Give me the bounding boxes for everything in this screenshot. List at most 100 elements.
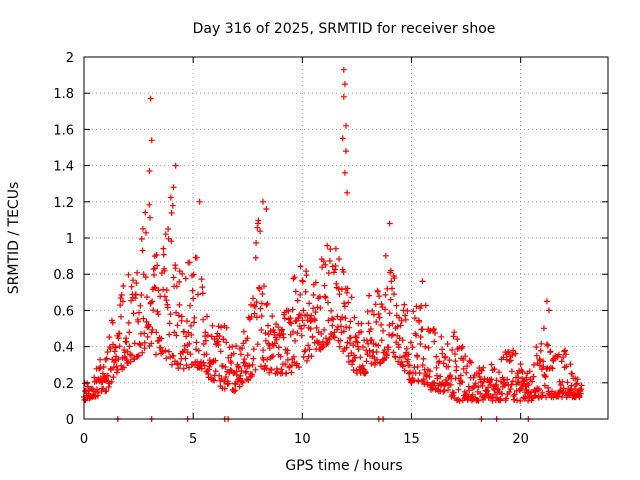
- data-point: [343, 344, 350, 351]
- data-point: [405, 351, 412, 358]
- data-point: [480, 364, 487, 371]
- data-point: [573, 381, 579, 388]
- data-point: [338, 323, 344, 330]
- data-point: [330, 269, 337, 276]
- data-point: [472, 380, 479, 387]
- data-point: [462, 353, 469, 360]
- data-point: [244, 335, 251, 342]
- data-point: [373, 319, 380, 325]
- data-point: [422, 302, 429, 309]
- data-point: [153, 329, 160, 336]
- data-point: [523, 374, 530, 381]
- data-point: [292, 288, 299, 295]
- data-point: [275, 324, 282, 331]
- data-point: [386, 220, 393, 227]
- data-point: [359, 362, 366, 369]
- data-point: [182, 355, 189, 362]
- y-tick-label: 2: [66, 51, 74, 66]
- data-point: [176, 278, 183, 285]
- data-point: [251, 302, 258, 309]
- data-point: [531, 361, 537, 368]
- data-point: [139, 349, 146, 356]
- data-point: [236, 383, 243, 390]
- data-point: [325, 317, 332, 324]
- data-point: [445, 363, 452, 370]
- data-point: [358, 328, 364, 335]
- data-point: [569, 370, 576, 377]
- data-point: [507, 357, 514, 364]
- data-point: [168, 210, 175, 216]
- data-point: [148, 340, 155, 347]
- y-tick-label: 1.6: [53, 123, 74, 138]
- data-point: [567, 361, 574, 368]
- data-point: [510, 347, 517, 354]
- data-point: [535, 394, 542, 401]
- data-point: [216, 333, 223, 339]
- data-point: [544, 342, 551, 349]
- data-point: [296, 364, 302, 371]
- data-point: [394, 323, 401, 330]
- data-point: [297, 291, 304, 298]
- data-point: [387, 267, 394, 274]
- data-point: [189, 287, 196, 294]
- data-point: [519, 368, 526, 375]
- data-point: [393, 302, 400, 309]
- data-point: [202, 337, 209, 344]
- data-point: [134, 269, 141, 276]
- y-tick-label: 0.8: [53, 268, 74, 283]
- data-point: [346, 324, 353, 331]
- data-point: [417, 334, 424, 340]
- data-point: [328, 307, 335, 314]
- data-point: [104, 349, 111, 355]
- data-point: [255, 217, 262, 224]
- data-point: [263, 301, 270, 308]
- data-point: [318, 331, 325, 337]
- data-point: [253, 239, 260, 246]
- data-point: [282, 361, 289, 368]
- data-point: [340, 66, 347, 73]
- data-point: [453, 363, 460, 370]
- data-point: [176, 301, 183, 308]
- data-point: [431, 380, 438, 387]
- data-point: [275, 344, 282, 351]
- data-point: [201, 362, 208, 369]
- data-points: [80, 66, 585, 422]
- data-point: [130, 277, 136, 284]
- data-point: [529, 378, 535, 385]
- data-point: [481, 375, 488, 382]
- data-point: [322, 294, 329, 301]
- data-point: [562, 351, 569, 358]
- data-point: [298, 332, 305, 339]
- data-point: [576, 394, 583, 401]
- data-point: [277, 332, 284, 339]
- data-point: [158, 335, 165, 342]
- data-point: [472, 383, 478, 389]
- data-point: [253, 314, 260, 321]
- data-point: [209, 322, 216, 329]
- data-point: [350, 342, 357, 349]
- data-point: [386, 322, 393, 329]
- data-point: [438, 333, 445, 340]
- data-point: [517, 397, 524, 404]
- data-point: [540, 358, 547, 365]
- data-point: [190, 271, 197, 278]
- data-point: [221, 385, 228, 392]
- data-point: [549, 388, 555, 395]
- data-point: [391, 275, 398, 281]
- data-point: [187, 302, 193, 309]
- data-point: [120, 364, 127, 371]
- data-point: [404, 307, 411, 314]
- data-point: [297, 263, 304, 270]
- data-point: [93, 386, 100, 393]
- data-point: [400, 363, 406, 370]
- data-point: [132, 291, 139, 298]
- data-point: [222, 364, 229, 370]
- data-point: [170, 184, 177, 191]
- data-point: [388, 332, 395, 339]
- data-point: [320, 258, 327, 265]
- data-point: [175, 365, 182, 372]
- data-point: [466, 358, 473, 365]
- data-point: [133, 280, 140, 286]
- data-point: [396, 354, 403, 361]
- data-point: [323, 335, 329, 342]
